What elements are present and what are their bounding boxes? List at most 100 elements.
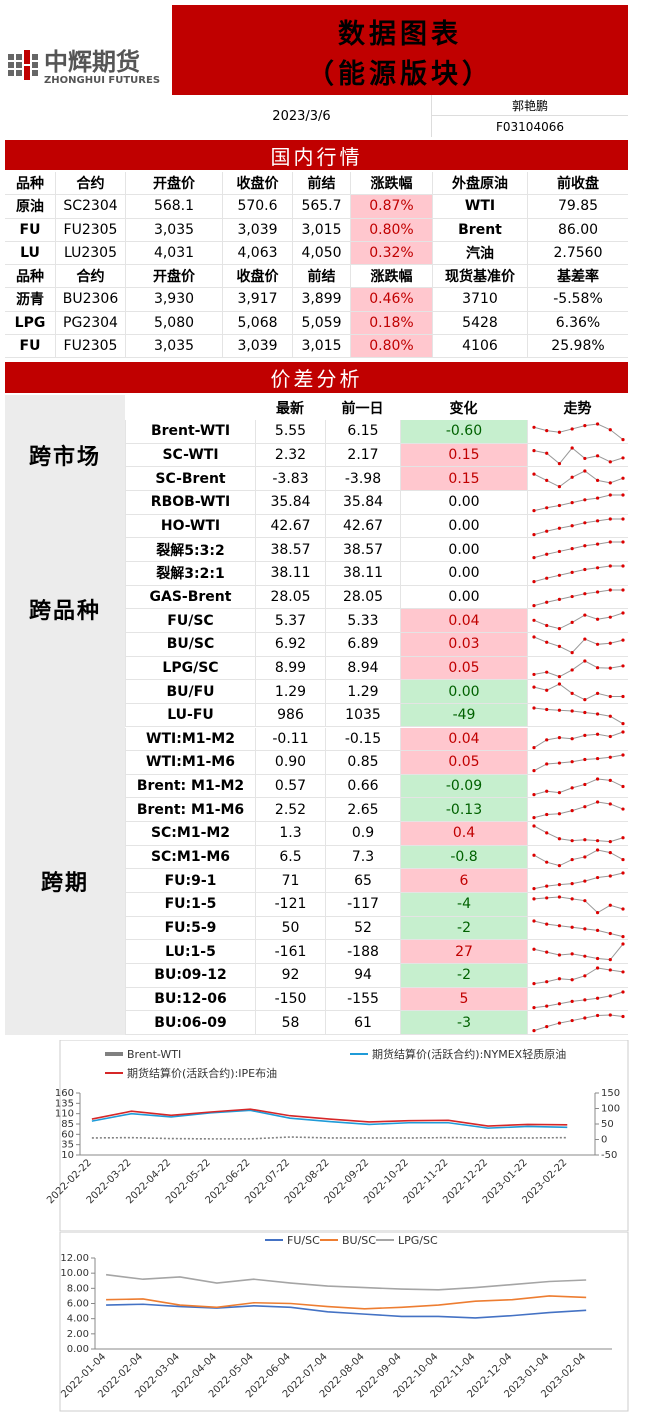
sparkline-point [545,884,549,889]
table-cell: 4,050 [292,241,350,265]
sparkline-point [583,782,587,786]
sparkline-point [570,691,574,696]
sparkline-point [532,579,536,584]
sparkline-point [608,840,612,844]
y-tick-label: 135 [55,1098,74,1109]
sparkline-point [608,850,612,854]
sparkline-point [621,721,625,726]
row-label: FU/SC [125,609,255,633]
y-tick-label: 60 [61,1129,74,1140]
trend-cell [527,940,628,965]
sparkline-point [557,812,562,816]
table-cell: Brent [432,218,527,242]
sparkline-point [608,778,612,782]
sparkline-point [621,970,625,974]
sparkline-point [621,564,625,568]
trend-cell [527,561,628,586]
change: -0.13 [400,798,527,823]
latest: 50 [255,916,325,941]
legend-label: BU/SC [342,1234,376,1247]
latest: 5.55 [255,420,325,444]
sparkline-point [608,666,612,670]
sparkline-line [533,636,624,654]
row-label: LU:1-5 [125,940,255,965]
sparkline-line [533,683,623,701]
sparkline-point [583,954,587,959]
latest: -0.11 [255,727,325,752]
sparkline-point [545,789,549,793]
table-cell: 2.7560 [527,241,628,265]
sparkline-point [595,589,600,594]
table-header-cell: 涨跌幅 [350,172,432,196]
sparkline-point [545,980,549,984]
table-cell: FU [5,335,55,358]
sparkline-point [583,544,587,548]
sparkline-point [608,587,612,592]
previous: 0.85 [325,751,400,775]
latest: 35.84 [255,490,325,515]
row-label: 裂解5:3:2 [125,538,255,562]
sparkline [532,422,625,442]
sparkline [532,753,625,773]
series-line [91,1109,568,1129]
sparkline-point [532,897,536,901]
y-tick-label: 85 [61,1119,74,1130]
sparkline-point [532,472,536,477]
y-tick-label: 4.00 [67,1314,89,1325]
sparkline-line [533,872,624,890]
trend-cell [527,680,628,704]
sparkline-line [533,518,623,535]
sparkline-line [533,801,624,819]
sparkline [532,658,625,678]
sparkline-point [621,934,625,938]
sparkline [532,469,625,489]
sparkline-point [621,638,625,642]
sparkline-line [533,612,624,630]
table-header-cell: 前结 [292,265,350,289]
sparkline-point [595,617,600,622]
table-cell: 5,080 [125,311,222,335]
trend-cell [527,703,628,728]
table-cell: 3,917 [222,288,292,312]
spread-panel [5,395,125,1035]
table-cell: 4,063 [222,241,292,265]
subtitle: （能源版块） [307,58,493,90]
table-cell: LU2305 [55,241,125,265]
sparkline [532,446,625,465]
previous: 35.84 [325,490,400,515]
sparkline-point [545,576,549,580]
sparkline-point [545,707,549,711]
table-header-cell: 开盘价 [125,172,222,196]
trend-cell [527,443,628,468]
logo-cn: 中辉期货 [44,47,140,76]
sparkline-point [621,611,625,615]
previous: -155 [325,987,400,1012]
latest: 42.67 [255,514,325,539]
change: -0.09 [400,774,527,799]
table-cell: 3,015 [292,334,350,358]
table-header-cell: 收盘价 [222,265,292,289]
sparkline [532,729,625,749]
trend-cell [527,420,628,444]
y2-tick-label: 0 [601,1135,607,1146]
latest: 1.29 [255,680,325,704]
y-tick-label: 110 [55,1109,74,1120]
y-tick-label: 35 [61,1140,74,1151]
change: 5 [400,987,527,1012]
table-cell: 3,899 [292,288,350,312]
sparkline [532,777,625,797]
sparkline-point [532,635,536,639]
sparkline-point [557,597,562,601]
date: 2023/3/6 [172,95,432,137]
sparkline-line [533,446,624,464]
change: -49 [400,703,527,728]
sparkline-point [621,1015,625,1019]
table-cell: FU2305 [55,334,125,358]
sparkline-point [557,790,562,795]
sparkline-line [533,849,624,866]
table-cell: 0.80% [350,218,432,242]
table-cell: 汽油 [432,241,527,265]
latest: 6.92 [255,632,325,657]
sparkline [532,800,625,820]
sparkline-point [557,674,562,678]
